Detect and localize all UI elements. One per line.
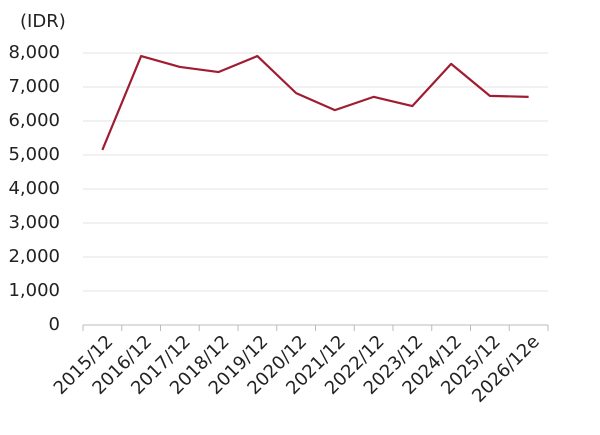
y-tick-label: 1,000 (8, 280, 60, 301)
data-line (101, 54, 529, 151)
y-tick-label: 7,000 (8, 76, 60, 97)
y-tick-label: 6,000 (8, 110, 60, 131)
y-axis-label: (IDR) (20, 11, 66, 32)
y-tick-label: 4,000 (8, 178, 60, 199)
y-tick-label: 2,000 (8, 246, 60, 267)
y-tick-label: 8,000 (8, 42, 60, 63)
y-tick-label: 0 (49, 314, 60, 335)
y-tick-label: 3,000 (8, 212, 60, 233)
y-tick-label: 5,000 (8, 144, 60, 165)
